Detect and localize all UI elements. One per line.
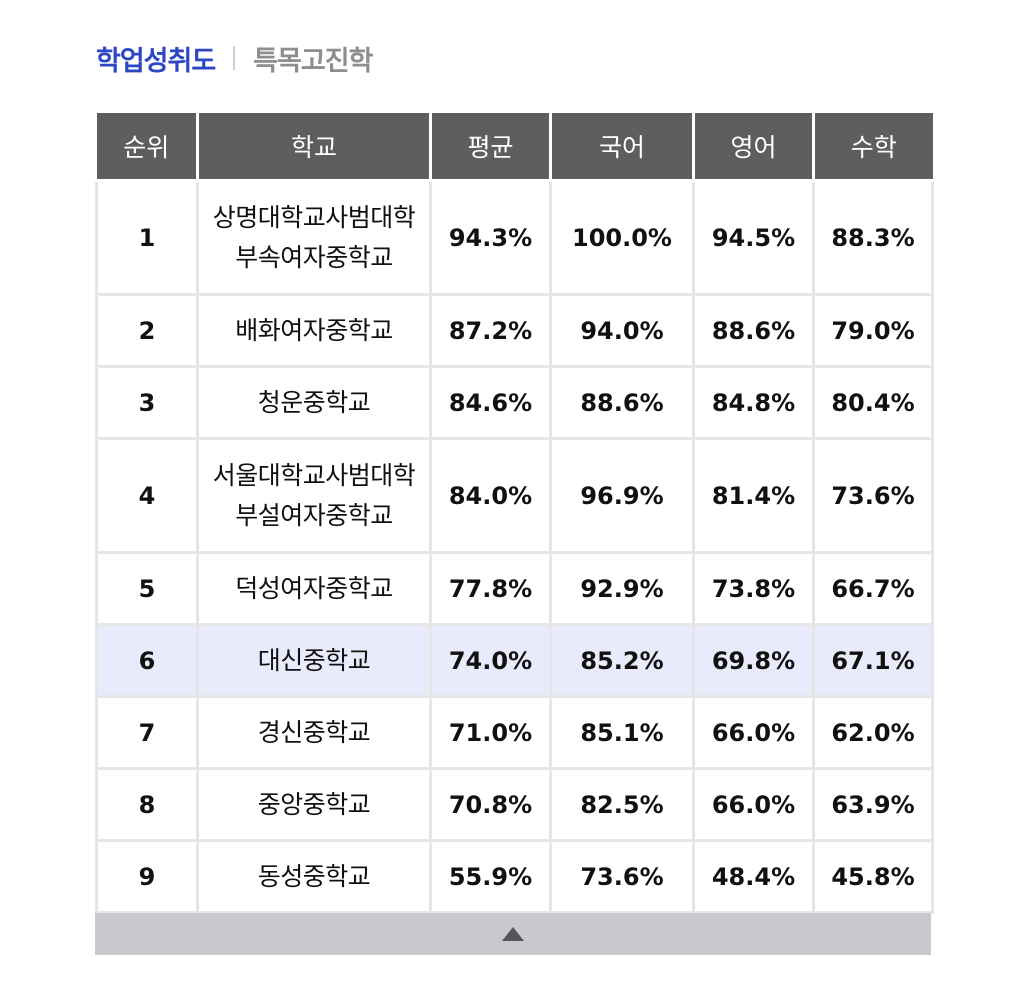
table-row[interactable]: 1 상명대학교사범대학 부속여자중학교 94.3% 100.0% 94.5% 88.3% <box>95 179 934 296</box>
table-row[interactable]: 9 동성중학교 55.9% 73.6% 48.4% 45.8% <box>95 839 934 914</box>
table-row[interactable]: 4 서울대학교사범대학 부설여자중학교 84.0% 96.9% 81.4% 73.6% <box>95 437 934 554</box>
rank-cell: 3 <box>95 365 199 440</box>
english-cell: 66.0% <box>692 767 815 842</box>
math-cell: 63.9% <box>812 767 934 842</box>
table-row[interactable]: 6 대신중학교 74.0% 85.2% 69.8% 67.1% <box>95 623 934 698</box>
school-name: 배화여자중학교 <box>235 315 393 345</box>
school-cell: 덕성여자중학교 <box>196 551 432 626</box>
math-cell: 62.0% <box>812 695 934 770</box>
rank-cell: 5 <box>95 551 199 626</box>
school-name: 대신중학교 <box>257 645 371 675</box>
rank-cell: 2 <box>95 293 199 368</box>
rank-cell: 9 <box>95 839 199 914</box>
school-cell: 배화여자중학교 <box>196 293 432 368</box>
math-cell: 88.3% <box>812 179 934 296</box>
school-name: 경신중학교 <box>257 717 371 747</box>
rank-cell: 6 <box>95 623 199 698</box>
school-name: 중앙중학교 <box>257 789 371 819</box>
math-cell: 73.6% <box>812 437 934 554</box>
korean-cell: 96.9% <box>549 437 695 554</box>
math-cell: 66.7% <box>812 551 934 626</box>
rank-cell: 8 <box>95 767 199 842</box>
school-name: 부속여자중학교 <box>235 242 393 272</box>
school-cell: 동성중학교 <box>196 839 432 914</box>
header-math: 수학 <box>812 113 933 182</box>
english-cell: 66.0% <box>692 695 815 770</box>
english-cell: 69.8% <box>692 623 815 698</box>
average-cell: 84.0% <box>429 437 552 554</box>
header-average: 평균 <box>429 113 552 182</box>
header-rank: 순위 <box>96 113 199 182</box>
math-cell: 79.0% <box>812 293 934 368</box>
school-name: 청운중학교 <box>257 387 371 417</box>
math-cell: 67.1% <box>812 623 934 698</box>
header-school: 학교 <box>196 113 432 182</box>
ranking-table-container: 순위 학교 평균 국어 영어 수학 1 상명대학교사범대학 부속여자중학교 94.3%… <box>95 113 934 914</box>
english-cell: 81.4% <box>692 437 815 554</box>
average-cell: 70.8% <box>429 767 552 842</box>
average-cell: 84.6% <box>429 365 552 440</box>
english-cell: 88.6% <box>692 293 815 368</box>
table-header-row: 순위 학교 평균 국어 영어 수학 <box>96 113 933 182</box>
header-korean: 국어 <box>549 113 695 182</box>
table-row[interactable]: 7 경신중학교 71.0% 85.1% 66.0% 62.0% <box>95 695 934 770</box>
table-row[interactable]: 2 배화여자중학교 87.2% 94.0% 88.6% 79.0% <box>95 293 934 368</box>
math-cell: 80.4% <box>812 365 934 440</box>
korean-cell: 85.1% <box>549 695 695 770</box>
rank-cell: 7 <box>95 695 199 770</box>
korean-cell: 100.0% <box>549 179 695 296</box>
average-cell: 87.2% <box>429 293 552 368</box>
tab-divider <box>233 46 236 70</box>
school-name: 서울대학교사범대학 <box>212 460 416 490</box>
korean-cell: 82.5% <box>549 767 695 842</box>
school-cell: 중앙중학교 <box>196 767 432 842</box>
english-cell: 48.4% <box>692 839 815 914</box>
average-cell: 94.3% <box>429 179 552 296</box>
korean-cell: 94.0% <box>549 293 695 368</box>
average-cell: 77.8% <box>429 551 552 626</box>
ranking-table: 순위 학교 평균 국어 영어 수학 1 상명대학교사범대학 부속여자중학교 94.3%… <box>95 113 934 914</box>
rank-cell: 1 <box>95 179 199 296</box>
english-cell: 94.5% <box>692 179 815 296</box>
average-cell: 74.0% <box>429 623 552 698</box>
tab-academic-achievement[interactable]: 학업성취도 <box>96 45 216 77</box>
school-cell: 대신중학교 <box>196 623 432 698</box>
korean-cell: 85.2% <box>549 623 695 698</box>
tab-special-high-school[interactable]: 특목고진학 <box>253 45 373 77</box>
korean-cell: 88.6% <box>549 365 695 440</box>
english-cell: 73.8% <box>692 551 815 626</box>
table-row[interactable]: 8 중앙중학교 70.8% 82.5% 66.0% 63.9% <box>95 767 934 842</box>
collapse-button[interactable] <box>95 913 931 955</box>
tab-bar: 학업성취도 특목고진학 <box>96 36 373 80</box>
rank-cell: 4 <box>95 437 199 554</box>
school-name: 동성중학교 <box>257 861 371 891</box>
header-english: 영어 <box>692 113 815 182</box>
triangle-up-icon <box>502 927 524 941</box>
school-name: 부설여자중학교 <box>235 500 393 530</box>
math-cell: 45.8% <box>812 839 934 914</box>
school-cell: 청운중학교 <box>196 365 432 440</box>
korean-cell: 92.9% <box>549 551 695 626</box>
average-cell: 55.9% <box>429 839 552 914</box>
table-row[interactable]: 5 덕성여자중학교 77.8% 92.9% 73.8% 66.7% <box>95 551 934 626</box>
average-cell: 71.0% <box>429 695 552 770</box>
school-name: 상명대학교사범대학 <box>212 202 416 232</box>
english-cell: 84.8% <box>692 365 815 440</box>
korean-cell: 73.6% <box>549 839 695 914</box>
school-cell: 경신중학교 <box>196 695 432 770</box>
school-name: 덕성여자중학교 <box>235 573 393 603</box>
table-row[interactable]: 3 청운중학교 84.6% 88.6% 84.8% 80.4% <box>95 365 934 440</box>
